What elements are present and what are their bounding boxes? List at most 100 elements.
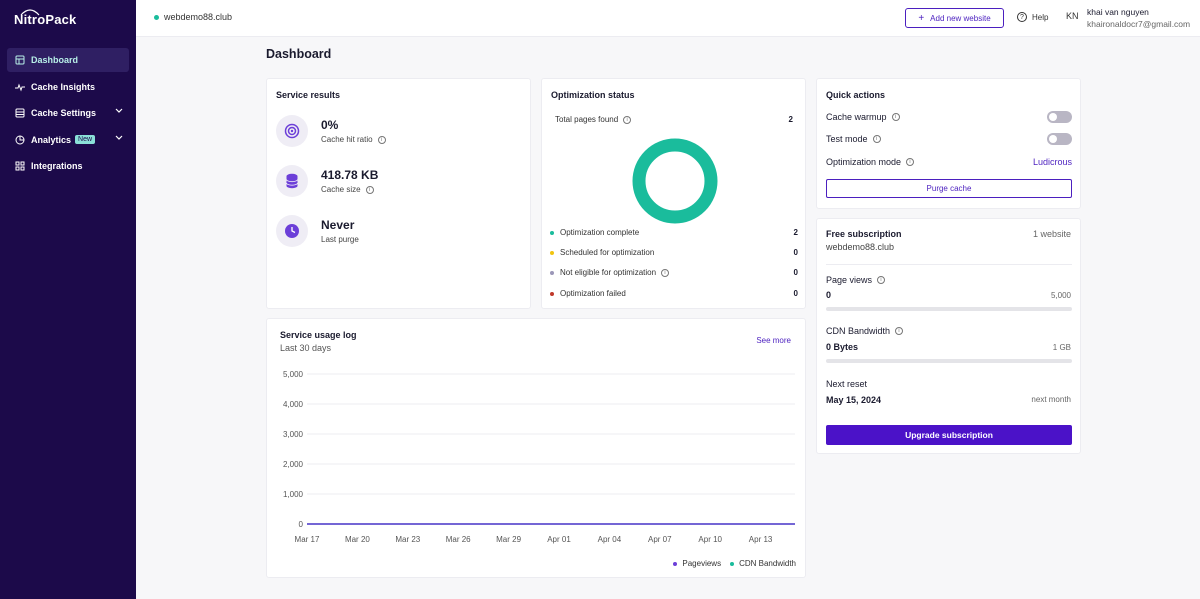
cdn-bandwidth-value: 0 Bytes — [826, 342, 859, 352]
card-title: Service usage log — [280, 330, 357, 340]
info-icon[interactable]: i — [872, 135, 881, 143]
sidebar-item-label: Analytics — [31, 134, 72, 145]
target-icon — [276, 115, 308, 147]
legend-label: CDN Bandwidth — [739, 559, 796, 568]
website-count: 1 website — [1032, 229, 1071, 239]
info-icon[interactable]: i — [377, 135, 386, 144]
page-views-limit: 5,000 — [1050, 291, 1071, 300]
status-value: 2 — [793, 228, 798, 237]
y-tick-label: 0 — [299, 520, 304, 529]
site-status-dot — [154, 15, 159, 20]
divider — [826, 264, 1072, 265]
info-icon[interactable]: i — [661, 268, 670, 277]
help-icon: ? — [1017, 12, 1027, 22]
see-more-link[interactable]: See more — [756, 336, 791, 345]
x-tick-label: Mar 20 — [345, 535, 370, 544]
x-tick-label: Apr 04 — [598, 535, 622, 544]
nitropack-logo[interactable]: NitroPack — [14, 9, 77, 27]
database-icon — [276, 165, 308, 197]
sidebar-nav: Dashboard Cache Insights Cache Settings … — [7, 48, 129, 181]
info-icon[interactable]: i — [906, 158, 915, 166]
user-email: khaironaldocr7@gmail.com — [1087, 19, 1191, 29]
label-text: Cache hit ratio — [321, 135, 373, 144]
y-tick-label: 5,000 — [283, 370, 304, 379]
optimization-mode-label: Optimization mode — [826, 157, 902, 167]
x-tick-label: Apr 07 — [648, 535, 672, 544]
status-label: Optimization failed — [560, 289, 626, 298]
info-icon[interactable]: i — [623, 115, 632, 124]
info-icon[interactable]: i — [895, 327, 904, 335]
cache-warmup-label: Cache warmup — [826, 112, 887, 122]
x-tick-label: Mar 26 — [446, 535, 471, 544]
label-text: CDN Bandwidth — [826, 326, 891, 336]
status-row-complete: Optimization complete 2 — [550, 228, 798, 237]
subscription-card: Free subscription 1 website webdemo88.cl… — [816, 218, 1081, 454]
sidebar-item-dashboard[interactable]: Dashboard — [7, 48, 129, 72]
cache-size-value: 418.78 KB — [321, 168, 379, 182]
next-reset-note: next month — [1031, 395, 1071, 404]
last-purge-label: Last purge — [321, 235, 359, 244]
optimization-mode-link[interactable]: Ludicrous — [1032, 157, 1072, 167]
next-reset-value: May 15, 2024 — [826, 395, 882, 405]
cache-warmup-row: Cache warmup i — [826, 111, 1072, 123]
page-views-progress-bar — [826, 307, 1072, 311]
usage-line-chart: 5,000 4,000 3,000 2,000 1,000 0 Mar 17 Mar 20 Ma… — [283, 370, 795, 544]
plus-icon: + — [918, 12, 925, 24]
info-icon[interactable]: i — [891, 113, 900, 121]
pie-chart-icon — [15, 135, 25, 145]
service-usage-log-card: Service usage log Last 30 days See more … — [266, 318, 806, 578]
cdn-bandwidth-limit: 1 GB — [1052, 343, 1071, 352]
legend-swatch — [730, 561, 735, 566]
quick-actions-card: Quick actions Cache warmup i Test mode i O… — [816, 78, 1081, 209]
grid-icon — [15, 161, 25, 171]
legend-swatch — [673, 561, 678, 566]
upgrade-subscription-button[interactable]: Upgrade subscription — [826, 425, 1072, 445]
site-selector[interactable]: webdemo88.club — [164, 12, 233, 22]
status-label: Optimization complete — [560, 228, 640, 237]
total-pages-label: Total pages found — [555, 115, 619, 124]
cdn-bandwidth-label: CDN Bandwidth i — [826, 326, 904, 336]
new-badge: New — [75, 135, 96, 145]
sidebar-item-label: Dashboard — [31, 55, 79, 65]
info-icon[interactable]: i — [365, 185, 374, 194]
label-text: Cache size — [321, 185, 361, 194]
optimization-mode-row: Optimization mode i Ludicrous — [826, 157, 1072, 167]
add-website-label: Add new website — [930, 13, 991, 23]
sidebar-item-cache-settings[interactable]: Cache Settings — [7, 101, 129, 125]
sidebar: NitroPack Dashboard Cache Insights Cache… — [0, 0, 136, 599]
cache-warmup-toggle[interactable] — [1047, 111, 1072, 123]
sidebar-item-analytics[interactable]: Analytics New — [7, 128, 129, 152]
subscription-site: webdemo88.club — [826, 242, 895, 252]
add-new-website-button[interactable]: + Add new website — [905, 8, 1004, 28]
sidebar-item-label: Cache Insights — [31, 81, 96, 92]
status-label: Scheduled for optimization — [560, 248, 655, 257]
chart-legend: Pageviews CDN Bandwidth — [664, 559, 796, 568]
sidebar-item-label: Cache Settings — [31, 108, 97, 119]
card-title: Service results — [276, 90, 341, 100]
chevron-down-icon[interactable] — [115, 135, 123, 141]
user-name: khai van nguyen — [1087, 7, 1149, 17]
chevron-down-icon[interactable] — [115, 108, 123, 114]
test-mode-label: Test mode — [826, 134, 868, 144]
status-value: 0 — [793, 289, 798, 298]
y-tick-label: 4,000 — [283, 400, 304, 409]
pulse-icon — [15, 83, 25, 92]
clock-icon — [276, 215, 308, 247]
purge-cache-button[interactable]: Purge cache — [826, 179, 1072, 198]
info-icon[interactable]: i — [877, 276, 886, 284]
sidebar-item-integrations[interactable]: Integrations — [7, 154, 129, 178]
logo-arc-icon — [20, 9, 40, 16]
avatar[interactable]: KN — [1066, 11, 1079, 21]
help-link[interactable]: ? Help — [1017, 12, 1048, 22]
last-purge-value: Never — [321, 218, 355, 232]
top-bar: webdemo88.club + Add new website ? Help … — [136, 0, 1200, 37]
test-mode-row: Test mode i — [826, 133, 1072, 145]
x-tick-label: Mar 17 — [295, 535, 320, 544]
dashboard-icon — [15, 55, 25, 65]
x-tick-label: Apr 10 — [698, 535, 722, 544]
sidebar-item-cache-insights[interactable]: Cache Insights — [7, 75, 129, 99]
test-mode-toggle[interactable] — [1047, 133, 1072, 145]
status-label: Not eligible for optimization — [560, 268, 657, 277]
x-tick-label: Mar 29 — [496, 535, 521, 544]
total-pages-value: 2 — [788, 115, 793, 124]
